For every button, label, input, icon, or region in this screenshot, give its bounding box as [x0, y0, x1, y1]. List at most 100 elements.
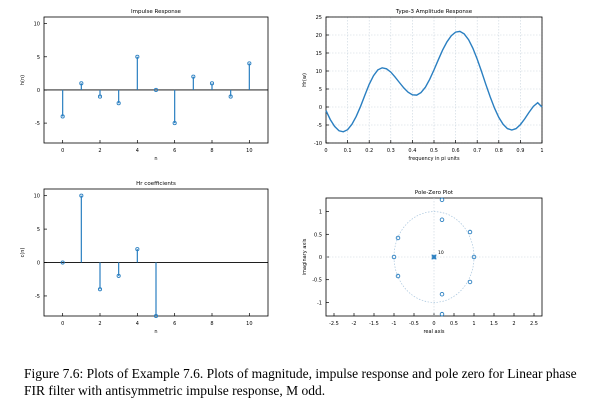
x-tick-label: 0.7 [473, 148, 481, 154]
stem-marker [97, 287, 103, 292]
x-axis-label: n [154, 156, 157, 162]
x-tick-label: -1 [392, 321, 397, 327]
subplot-3: 0 2 4 6 8 10 -5 0 5 10 Hr coefficients n c(n) [20, 181, 269, 335]
y-tick-label: -5 [317, 123, 322, 129]
y-tick-label: 1 [319, 210, 322, 216]
x-tick-label: 0.8 [495, 148, 503, 154]
x-tick-label: 0.9 [516, 148, 524, 154]
y-tick-label: 5 [319, 87, 322, 93]
y-tick-label: 0 [37, 261, 40, 267]
zero-marker [391, 254, 397, 260]
zero-marker [467, 279, 473, 285]
zero-marker [395, 273, 401, 279]
y-tick-label: 25 [316, 15, 322, 21]
y-tick-label: 5 [37, 227, 40, 233]
zero-marker [439, 311, 445, 317]
y-tick-label: 0 [319, 255, 322, 261]
x-tick-label: -2.5 [329, 321, 339, 327]
x-tick-label: 1 [540, 148, 543, 154]
y-tick-label: -5 [35, 294, 40, 300]
x-tick-label: 2 [98, 148, 101, 154]
stem-marker [153, 313, 159, 319]
x-tick-label: 1.5 [490, 321, 498, 327]
y-tick-label: 20 [316, 33, 322, 39]
x-tick-label: 1 [472, 321, 475, 327]
x-tick-label: 0 [61, 321, 64, 327]
x-tick-label: 0.3 [387, 148, 395, 154]
zero-marker [439, 291, 445, 297]
x-tick-label: 0.2 [365, 148, 373, 154]
chart-title: Impulse Response [131, 9, 182, 15]
x-tick-label: 8 [210, 321, 213, 327]
x-tick-label: 2 [512, 321, 515, 327]
axes-frame [43, 16, 269, 144]
x-tick-label: 4 [136, 148, 139, 154]
series-line [325, 30, 543, 133]
y-tick-label: 0 [37, 88, 40, 94]
stem-marker [135, 247, 140, 252]
zero-marker [439, 197, 445, 203]
stem-marker [228, 94, 233, 99]
y-tick-label: 10 [34, 194, 40, 200]
stem-marker [209, 81, 215, 86]
y-tick-label: 15 [316, 51, 322, 57]
x-tick-label: 0 [324, 148, 327, 154]
stem-marker [191, 74, 196, 79]
x-tick-label: 10 [246, 321, 252, 327]
stem-marker [247, 61, 252, 66]
x-tick-label: 2 [98, 321, 101, 327]
stem-marker [135, 54, 140, 59]
chart-title: Hr coefficients [136, 181, 176, 187]
x-tick-label: 0.1 [344, 148, 352, 154]
x-tick-label: 0 [61, 148, 64, 154]
x-tick-label: 0.5 [450, 321, 458, 327]
stem-marker [172, 121, 177, 126]
x-tick-label: 2.5 [530, 321, 538, 327]
x-tick-label: 0 [432, 321, 435, 327]
x-tick-label: 0.5 [430, 148, 438, 154]
x-tick-label: 8 [210, 148, 213, 154]
y-tick-label: -10 [314, 141, 322, 147]
stem-marker [116, 101, 121, 106]
stem-marker [79, 193, 84, 198]
x-tick-label: 6 [173, 321, 176, 327]
stem-marker [97, 94, 103, 99]
pole-marker [431, 254, 437, 260]
y-tick-label: -5 [35, 121, 40, 127]
y-tick-label: 0 [319, 105, 322, 111]
y-tick-label: 10 [34, 22, 40, 28]
y-axis-label: h(n) [20, 75, 26, 85]
y-tick-label: 0.5 [314, 232, 322, 238]
subplot-2: 0 0.1 0.2 0.3 0.4 0.5 0.6 0.7 0.8 0.9 1 -10 -5 0 5 10 15… [302, 9, 544, 162]
subplot-4: -2.5 -2 -1.5 -1 -0.5 0 0.5 1 1.5 2 2.5 -1 -0.5 0 0.5 1 P… [302, 190, 543, 335]
y-tick-label: -0.5 [312, 278, 322, 284]
y-axis-label: c(n) [20, 248, 26, 258]
x-tick-label: 0.4 [408, 148, 416, 154]
stem-marker [60, 260, 65, 265]
stem-marker [79, 81, 84, 86]
stem-marker [153, 87, 159, 92]
pole-multiplicity-label: 10 [438, 250, 444, 256]
x-tick-label: 10 [246, 148, 252, 154]
x-tick-label: -0.5 [409, 321, 419, 327]
stem-marker [60, 114, 65, 119]
x-axis-label: frequency in pi units [408, 156, 460, 162]
unit-circle [393, 211, 475, 303]
x-tick-label: 6 [173, 148, 176, 154]
x-tick-label: 4 [136, 321, 139, 327]
stem-marker [116, 273, 121, 278]
y-tick-label: 5 [37, 55, 40, 61]
x-tick-label: -1.5 [369, 321, 379, 327]
y-axis-label: imaginary axis [302, 238, 308, 275]
figure-caption: Figure 7.6: Plots of Example 7.6. Plots … [24, 366, 577, 398]
zero-marker [471, 254, 477, 260]
y-tick-label: -1 [317, 300, 322, 306]
zero-marker [439, 217, 445, 223]
zero-marker [431, 254, 437, 260]
x-axis-label: real axis [423, 329, 444, 335]
y-axis-label: Hr(w) [302, 73, 308, 87]
subplot-1: 0 2 4 6 8 10 -5 0 5 10 Impulse Response n h(n) [20, 9, 269, 162]
x-tick-label: 0.6 [452, 148, 460, 154]
chart-title: Pole-Zero Plot [415, 190, 454, 196]
